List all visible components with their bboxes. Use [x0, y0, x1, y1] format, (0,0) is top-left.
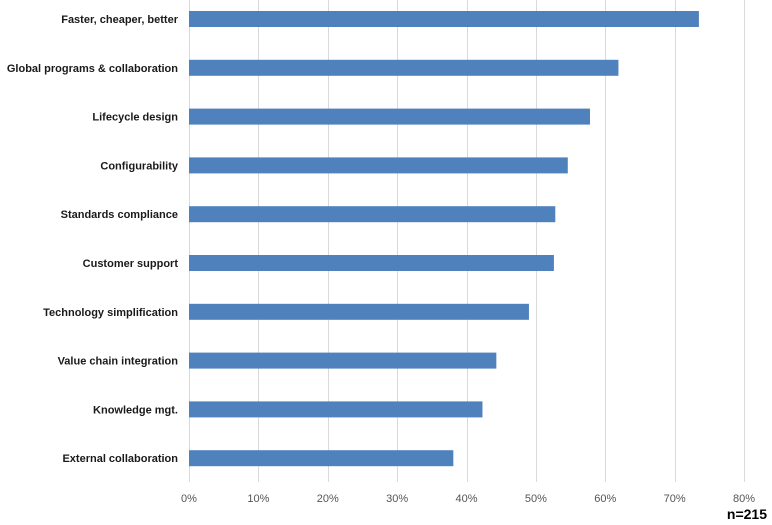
x-tick-label: 40% [455, 493, 477, 505]
bar [189, 303, 529, 320]
category-label: Faster, cheaper, better [61, 14, 178, 26]
x-tick-label: 10% [247, 493, 269, 505]
bar [189, 206, 556, 223]
category-label: Knowledge mgt. [93, 404, 178, 416]
x-tick-label: 30% [386, 493, 408, 505]
category-labels: Faster, cheaper, better Global programs &… [7, 14, 179, 465]
sample-size-note: n=215 [727, 506, 767, 522]
bar [189, 11, 699, 27]
category-label: External collaboration [62, 453, 178, 465]
bars [189, 11, 699, 467]
bar [189, 352, 497, 369]
category-label: Customer support [83, 258, 179, 270]
category-label: Standards compliance [61, 209, 178, 221]
x-tick-label: 80% [733, 493, 755, 505]
grid-lines [189, 0, 745, 482]
x-tick-label: 70% [664, 493, 686, 505]
bar [189, 59, 619, 76]
bar [189, 157, 568, 174]
category-label: Global programs & collaboration [7, 63, 178, 75]
x-tick-label: 60% [594, 493, 616, 505]
x-tick-label: 0% [181, 493, 197, 505]
bar [189, 108, 590, 125]
bar [189, 450, 454, 467]
x-tick-label: 50% [525, 493, 547, 505]
x-tick-labels: 0% 10% 20% 30% 40% 50% 60% 70% 80% [181, 493, 755, 505]
category-label: Value chain integration [58, 356, 179, 368]
x-tick-label: 20% [317, 493, 339, 505]
bar [189, 255, 554, 271]
category-label: Configurability [100, 160, 178, 172]
category-label: Technology simplification [43, 307, 178, 319]
category-label: Lifecycle design [92, 112, 178, 124]
bar [189, 401, 483, 418]
